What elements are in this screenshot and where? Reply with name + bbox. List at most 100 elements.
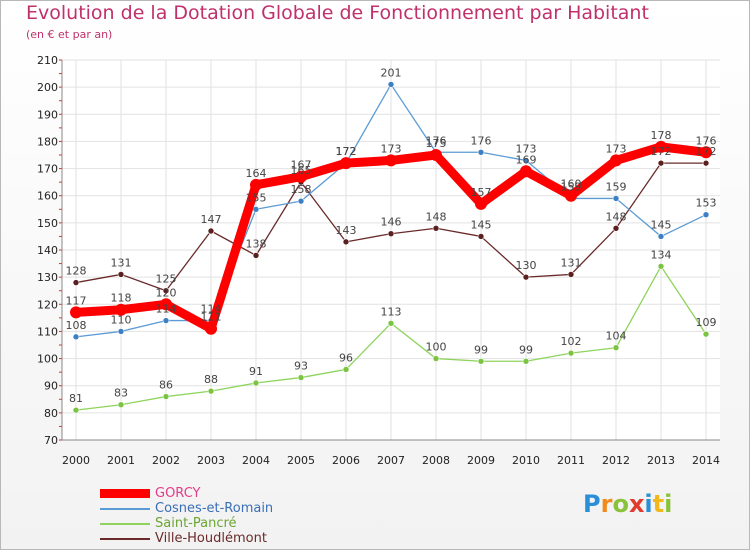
- data-label: 131: [561, 256, 582, 269]
- data-label: 81: [69, 392, 83, 405]
- data-point: [207, 227, 215, 235]
- data-point: [250, 178, 262, 191]
- data-label: 148: [606, 210, 627, 223]
- data-label: 159: [561, 180, 582, 193]
- data-point: [430, 149, 442, 161]
- x-tick-label: 2006: [332, 454, 360, 467]
- data-point: [567, 349, 575, 357]
- y-tick-label: 160: [37, 190, 58, 203]
- data-point: [117, 328, 125, 335]
- data-label: 169: [516, 153, 537, 166]
- data-point: [297, 197, 305, 205]
- data-point: [610, 154, 622, 167]
- logo-letter: i: [644, 490, 653, 518]
- y-tick-label: 110: [37, 325, 58, 338]
- data-point: [700, 146, 712, 159]
- y-tick-label: 90: [44, 380, 58, 393]
- data-label: 172: [336, 145, 357, 158]
- data-label: 176: [471, 134, 492, 147]
- legend-label: Saint-Pancré: [155, 516, 237, 531]
- data-label: 88: [204, 373, 218, 386]
- data-point: [522, 273, 530, 281]
- data-label: 165: [291, 164, 312, 177]
- x-tick-label: 2014: [692, 454, 720, 467]
- data-label: 120: [156, 286, 177, 299]
- y-tick-label: 170: [37, 163, 58, 176]
- data-point: [612, 195, 620, 202]
- data-point: [70, 306, 82, 319]
- data-label: 143: [336, 224, 357, 237]
- x-tick-label: 2012: [602, 454, 630, 467]
- data-point: [522, 157, 530, 164]
- data-point: [252, 379, 260, 387]
- data-point: [702, 211, 710, 219]
- data-label: 167: [291, 159, 312, 172]
- data-point: [72, 279, 80, 286]
- x-tick-label: 2011: [557, 454, 585, 467]
- data-label: 172: [696, 145, 717, 158]
- data-label: 173: [606, 142, 627, 155]
- data-point: [252, 205, 260, 213]
- proxiti-logo: Proxiti: [583, 490, 672, 518]
- data-label: 146: [381, 216, 402, 229]
- y-tick-label: 190: [37, 108, 58, 121]
- data-label: 96: [339, 351, 353, 364]
- data-point: [162, 317, 170, 324]
- logo-letter: P: [583, 490, 601, 518]
- data-label: 109: [696, 316, 717, 329]
- data-label: 114: [201, 303, 222, 316]
- y-tick-label: 100: [37, 353, 58, 366]
- x-tick-label: 2005: [287, 454, 315, 467]
- data-point: [522, 357, 530, 365]
- data-point: [387, 230, 395, 238]
- data-label: 178: [651, 129, 672, 142]
- data-label: 159: [606, 180, 627, 193]
- data-label: 93: [294, 360, 308, 373]
- legend-label: Ville-Houdlémont: [155, 531, 267, 546]
- data-point: [207, 387, 215, 395]
- data-label: 175: [426, 137, 447, 150]
- data-label: 91: [249, 365, 263, 378]
- x-tick-label: 2007: [377, 454, 405, 467]
- y-tick-label: 80: [44, 407, 58, 420]
- data-label: 100: [426, 341, 447, 354]
- data-point: [162, 287, 170, 295]
- data-point: [612, 344, 620, 352]
- x-tick-label: 2009: [467, 454, 495, 467]
- data-label: 158: [291, 183, 312, 196]
- data-label: 83: [114, 387, 128, 400]
- data-point: [342, 238, 350, 246]
- data-point: [702, 159, 710, 167]
- data-point: [565, 189, 577, 202]
- y-tick-label: 130: [37, 271, 58, 284]
- x-tick-label: 2013: [647, 454, 675, 467]
- data-label: 147: [201, 213, 222, 226]
- data-point: [340, 157, 352, 170]
- data-point: [477, 233, 485, 240]
- data-label: 176: [696, 134, 717, 147]
- data-point: [72, 406, 80, 414]
- data-label: 102: [561, 335, 582, 348]
- legend-swatch: [100, 508, 150, 510]
- data-label: 130: [516, 259, 537, 272]
- data-point: [432, 355, 440, 362]
- data-point: [702, 330, 710, 338]
- data-label: 113: [381, 305, 402, 318]
- chart-subtitle: (en € et par an): [26, 28, 113, 41]
- data-label: 114: [156, 303, 177, 316]
- data-point: [520, 165, 532, 178]
- y-tick-label: 140: [37, 244, 58, 257]
- data-point: [295, 170, 307, 183]
- data-point: [162, 393, 170, 400]
- legend-label: GORCY: [155, 486, 201, 501]
- data-point: [657, 262, 665, 270]
- data-point: [657, 159, 665, 167]
- data-point: [432, 224, 440, 232]
- y-tick-label: 120: [37, 298, 58, 311]
- data-label: 173: [516, 142, 537, 155]
- data-label: 176: [426, 134, 447, 147]
- data-label: 160: [561, 178, 582, 191]
- y-tick-label: 150: [37, 217, 58, 230]
- chart-title: Evolution de la Dotation Globale de Fonc…: [26, 2, 649, 24]
